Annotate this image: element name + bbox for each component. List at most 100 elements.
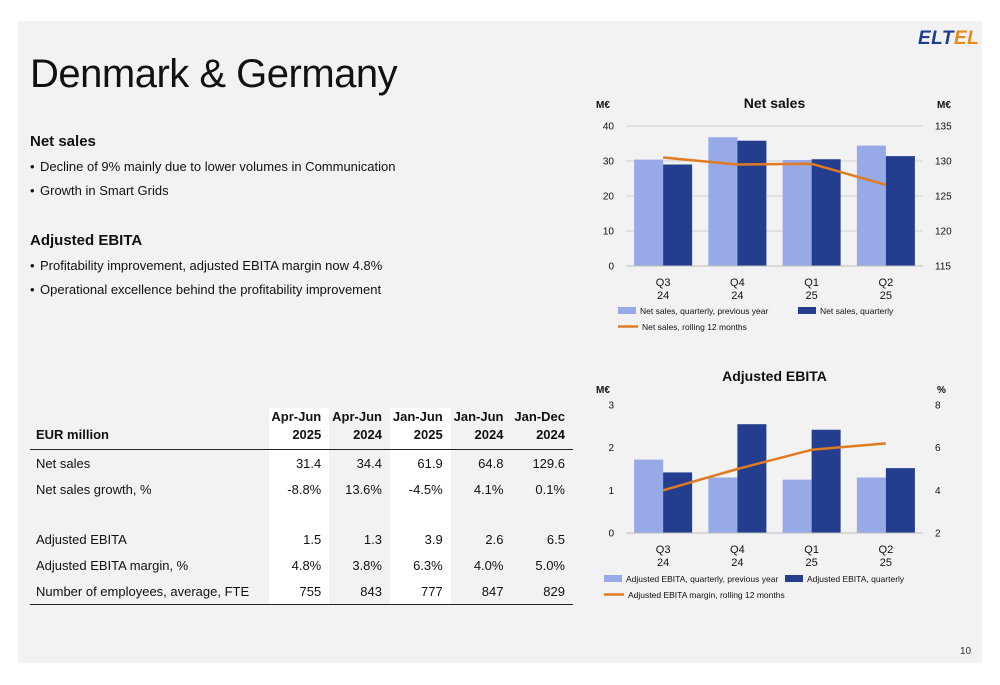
- x-tick-label: 25: [880, 290, 892, 302]
- ebita-bullet: • Profitability improvement, adjusted EBI…: [30, 258, 382, 273]
- table-cell: [268, 502, 330, 526]
- bullet-text: Growth in Smart Grids: [40, 183, 169, 198]
- x-tick-label: Q4: [730, 544, 745, 556]
- row-label: Net sales growth, %: [36, 481, 152, 497]
- table-row: Net sales 31.4 34.4 61.9 64.8 129.6: [30, 449, 573, 476]
- chart-title: Net sales: [744, 95, 806, 111]
- table-cell: 64.8: [478, 455, 504, 471]
- table-cell: 3.9: [389, 526, 451, 552]
- bar-previous-year: [708, 477, 738, 533]
- table-row: Net sales growth, % -8.8% 13.6% -4.5% 4.…: [30, 476, 573, 502]
- table-cell: 3.8%: [352, 557, 382, 573]
- chart-title: Adjusted EBITA: [722, 368, 827, 384]
- column-header-line1: Apr-Jun: [332, 409, 382, 424]
- table-cell: 1.5: [268, 526, 330, 552]
- bar-current: [811, 159, 841, 266]
- legend-swatch: [604, 575, 622, 582]
- page-number: 10: [960, 646, 972, 657]
- y2-tick-label: 8: [935, 401, 941, 412]
- financial-table: EUR million Apr-Jun 2025 Apr-Jun 2024 Jan-…: [30, 408, 573, 605]
- y-tick-label: 1: [608, 486, 614, 497]
- column-header: Apr-Jun 2025: [268, 408, 330, 450]
- net-sales-bullet: • Decline of 9% mainly due to lower volum…: [30, 159, 396, 174]
- table-cell: 0.1%: [535, 481, 565, 497]
- column-header-line1: Jan-Dec: [514, 409, 565, 424]
- table-cell: 34.4: [356, 455, 382, 471]
- x-tick-label: Q4: [730, 277, 745, 289]
- y-axis-unit: M€: [596, 100, 610, 111]
- legend-swatch: [618, 307, 636, 314]
- y-tick-label: 10: [603, 227, 615, 238]
- x-tick-label: 24: [657, 557, 669, 569]
- y2-tick-label: 125: [935, 192, 952, 203]
- legend-label: Adjusted EBITA, quarterly, previous year: [626, 574, 778, 584]
- y2-axis-unit: %: [937, 385, 946, 396]
- x-tick-label: Q1: [804, 544, 819, 556]
- table-cell: [329, 502, 390, 526]
- bar-previous-year: [634, 159, 664, 266]
- page-title: Denmark & Germany: [30, 52, 398, 96]
- column-header-line2: 2025: [292, 427, 322, 442]
- table-cell: 61.9: [389, 449, 451, 476]
- bar-previous-year: [856, 477, 886, 533]
- bullet-dot: •: [30, 183, 35, 198]
- ebita-heading: Adjusted EBITA: [30, 232, 143, 249]
- table-cell: 13.6%: [345, 481, 382, 497]
- column-header-line1: Apr-Jun: [271, 409, 322, 424]
- y2-tick-label: 135: [935, 122, 952, 133]
- column-header-line1: Jan-Jun: [392, 409, 443, 424]
- column-header-line2: 2024: [474, 427, 504, 442]
- bullet-dot: •: [30, 159, 35, 174]
- y-tick-label: 40: [603, 122, 615, 133]
- legend-swatch: [798, 307, 816, 314]
- table-row: Adjusted EBITA margin, % 4.8% 3.8% 6.3% …: [30, 552, 573, 578]
- row-label: Net sales: [36, 455, 91, 471]
- eltel-logo: ELTEL: [918, 28, 980, 49]
- table-cell: 777: [389, 578, 451, 605]
- table-cell: 847: [450, 578, 512, 605]
- table-cell: 843: [329, 578, 390, 605]
- bullet-text: Profitability improvement, adjusted EBIT…: [40, 258, 383, 273]
- table-cell: [389, 502, 451, 526]
- table-row: Adjusted EBITA 1.5 1.3 3.9 2.6 6.5: [30, 526, 573, 552]
- legend-label: Adjusted EBITA, quarterly: [807, 574, 905, 584]
- legend-label: Net sales, quarterly: [820, 306, 894, 316]
- column-header-line2: 2024: [536, 427, 565, 442]
- table-cell: 829: [511, 578, 573, 605]
- row-label: [30, 502, 269, 526]
- y2-tick-label: 120: [935, 227, 952, 238]
- table-cell: 6.3%: [389, 552, 451, 578]
- y-tick-label: 30: [603, 157, 615, 168]
- column-header: Jan-Jun 2025: [389, 408, 451, 450]
- table-cell: 31.4: [268, 449, 330, 476]
- table-cell: 6.5: [546, 531, 565, 547]
- table-corner-label: EUR million: [30, 408, 269, 450]
- x-tick-label: 24: [731, 290, 743, 302]
- table-cell: 129.6: [532, 455, 565, 471]
- x-tick-label: 24: [731, 557, 743, 569]
- bullet-dot: •: [30, 258, 35, 273]
- x-tick-label: Q2: [879, 277, 894, 289]
- y-tick-label: 0: [608, 529, 614, 540]
- row-label: Adjusted EBITA margin, %: [36, 557, 189, 573]
- slide-background: [18, 21, 982, 663]
- x-tick-label: 24: [657, 290, 669, 302]
- legend-label: Net sales, quarterly, previous year: [640, 306, 769, 316]
- table-cell: -4.5%: [389, 476, 451, 502]
- bar-current: [811, 429, 841, 533]
- y2-tick-label: 6: [935, 443, 941, 454]
- column-header: Jan-Dec 2024: [511, 408, 573, 450]
- y-tick-label: 0: [608, 262, 614, 273]
- net-sales-heading: Net sales: [30, 133, 96, 150]
- table-cell: [451, 502, 512, 526]
- column-header: Jan-Jun 2024: [450, 408, 512, 450]
- bar-current: [663, 472, 693, 533]
- column-header-line1: Jan-Jun: [453, 409, 504, 424]
- legend-label: Adjusted EBITA margin, rolling 12 months: [628, 590, 785, 600]
- bar-current: [737, 140, 767, 266]
- table-header-row: EUR million Apr-Jun 2025 Apr-Jun 2024 Jan-…: [30, 408, 573, 450]
- table-cell: 4.8%: [268, 552, 330, 578]
- bullet-dot: •: [30, 282, 35, 297]
- column-header: Apr-Jun 2024: [329, 408, 390, 450]
- y-tick-label: 2: [608, 443, 614, 454]
